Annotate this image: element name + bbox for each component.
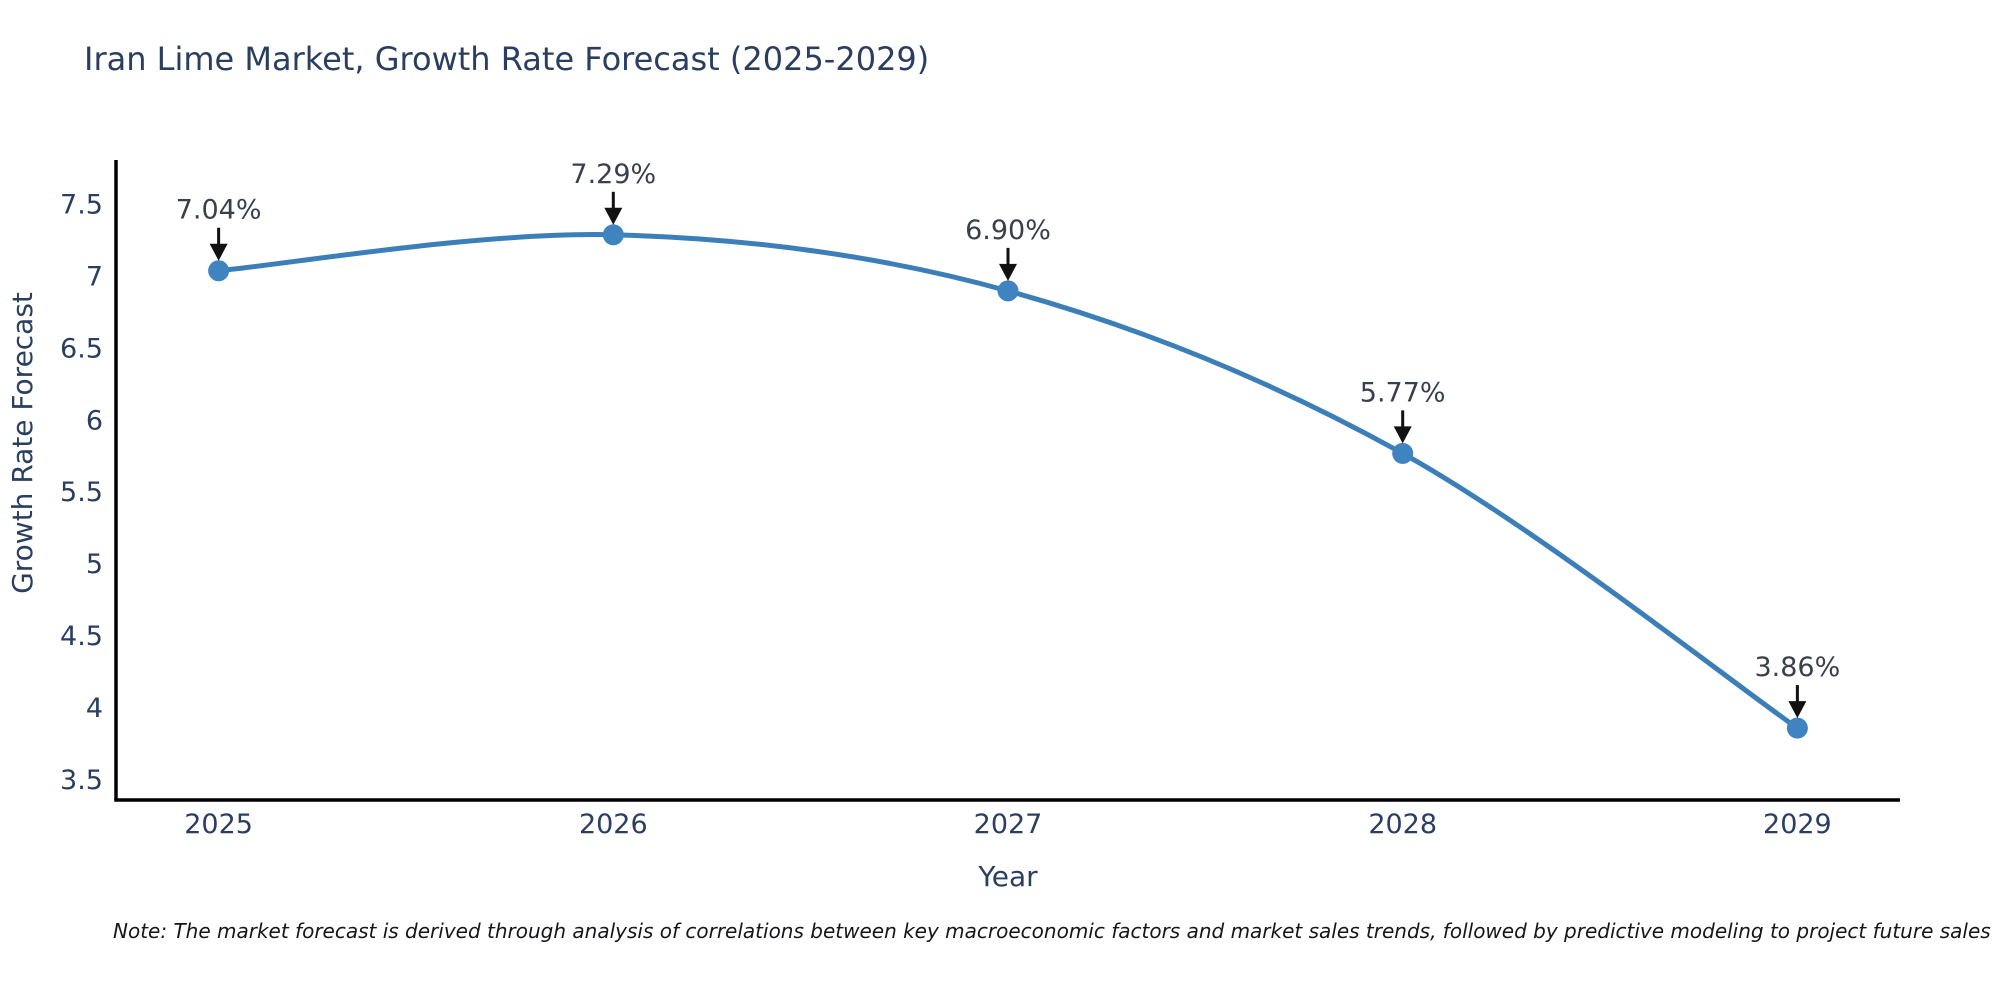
y-tick-label: 5.5 xyxy=(60,477,103,508)
annotation-arrow-head xyxy=(999,263,1017,281)
annotation-label: 3.86% xyxy=(1754,652,1840,683)
annotation-label: 6.90% xyxy=(965,215,1051,246)
x-tick-label: 2029 xyxy=(1763,809,1832,840)
y-tick-label: 4.5 xyxy=(60,621,103,652)
data-point-marker xyxy=(1786,717,1808,739)
y-tick-label: 7.5 xyxy=(60,190,103,221)
y-tick-label: 6.5 xyxy=(60,333,103,364)
data-point-marker xyxy=(1392,442,1414,464)
y-tick-label: 3.5 xyxy=(60,765,103,796)
y-tick-label: 6 xyxy=(86,405,103,436)
annotation-label: 7.29% xyxy=(570,159,656,190)
annotation-arrow-head xyxy=(1788,701,1807,719)
y-tick-label: 5 xyxy=(86,549,103,580)
y-axis-title: Growth Rate Forecast xyxy=(6,292,39,594)
x-tick-label: 2025 xyxy=(184,809,253,840)
x-tick-label: 2028 xyxy=(1368,809,1437,840)
forecast-line xyxy=(216,232,1800,731)
annotation-arrow-head xyxy=(209,243,228,261)
y-tick-label: 7 xyxy=(86,261,103,292)
annotation-label: 5.77% xyxy=(1360,377,1446,408)
annotation-arrow-head xyxy=(1393,426,1412,444)
annotation-arrow-head xyxy=(604,207,623,225)
data-point-marker xyxy=(602,224,624,246)
x-axis-title: Year xyxy=(977,860,1038,893)
x-tick-label: 2026 xyxy=(579,809,648,840)
chart-title: Iran Lime Market, Growth Rate Forecast (… xyxy=(84,40,930,78)
footnote: Note: The market forecast is derived thr… xyxy=(113,919,1991,943)
y-tick-label: 4 xyxy=(86,693,103,724)
annotation-label: 7.04% xyxy=(176,195,262,226)
x-tick-label: 2027 xyxy=(974,809,1043,840)
data-point-marker xyxy=(997,280,1019,302)
data-point-marker xyxy=(208,260,230,282)
